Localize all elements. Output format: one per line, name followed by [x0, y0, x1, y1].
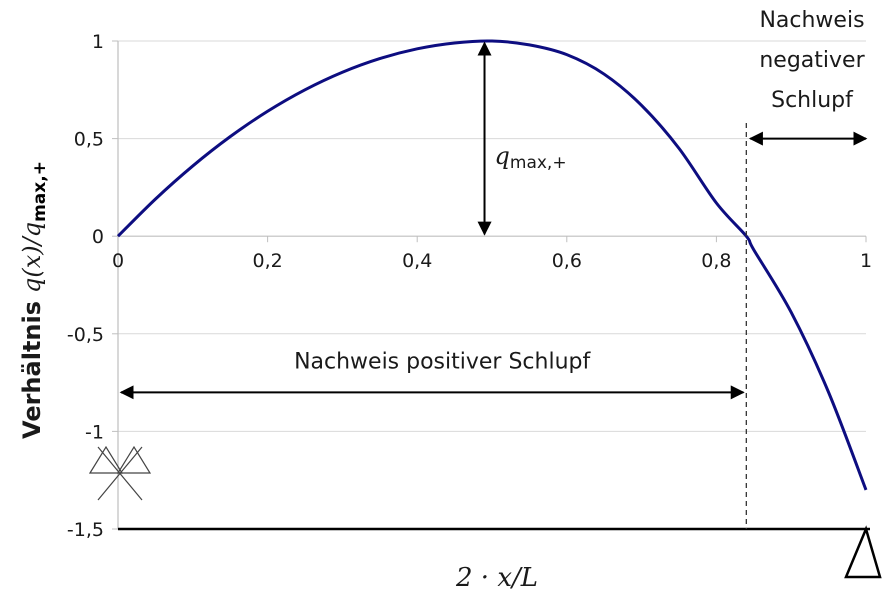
- roller-support-symbol: [844, 525, 882, 579]
- axes: [112, 40, 870, 531]
- negative-slip-label-line-2: negativer: [759, 48, 865, 73]
- negative-slip-label-line-3: Schlupf: [771, 88, 854, 113]
- x-tick-label: 0,2: [252, 250, 282, 272]
- tick-labels: 1 0,5 0 -0,5 -1 -1,5 0 0,2 0,4 0,6 0,8 1: [67, 31, 872, 541]
- y-tick-label: 1: [92, 31, 104, 53]
- annotations: qmax,+ Nachweis positiver Schlupf Nachwe…: [119, 8, 868, 529]
- y-tick-label: -0,5: [67, 324, 104, 346]
- x-tick-label: 0,6: [552, 250, 582, 272]
- support-left-triangle-1: [88, 445, 124, 474]
- support-right-triangle: [844, 525, 882, 579]
- negative-slip-label-line-1: Nachweis: [759, 8, 864, 33]
- fixed-support-symbol: [88, 445, 152, 501]
- support-left-line-2: [97, 446, 143, 501]
- y-tick-label: -1: [85, 421, 104, 443]
- support-left-triangle-2: [116, 445, 152, 474]
- y-tick-label: 0,5: [74, 129, 104, 151]
- series-line: [116, 39, 868, 491]
- x-tick-label: 0: [112, 250, 124, 272]
- y-axis-label: Verhältnisq(x)/qmax,+: [18, 161, 50, 439]
- y-tick-label: 0: [92, 226, 104, 248]
- x-tick-label: 0,4: [402, 250, 432, 272]
- positive-slip-label: Nachweis positiver Schlupf: [294, 349, 591, 374]
- x-axis-label: 2 · x/L: [455, 563, 538, 593]
- x-tick-label: 1: [860, 250, 872, 272]
- y-tick-label: -1,5: [67, 519, 104, 541]
- x-tick-label: 0,8: [701, 250, 731, 272]
- qmax-annotation-label: qmax,+: [495, 142, 567, 173]
- series: [116, 39, 868, 491]
